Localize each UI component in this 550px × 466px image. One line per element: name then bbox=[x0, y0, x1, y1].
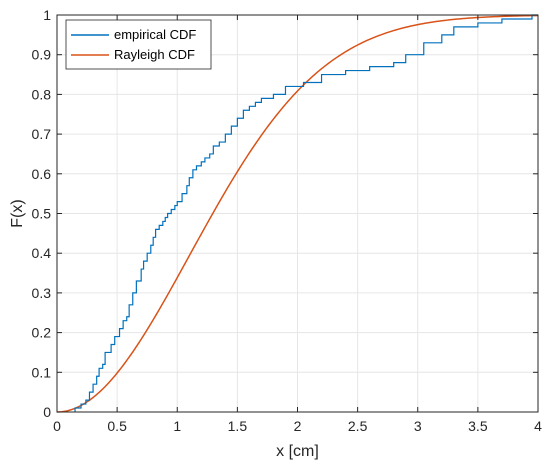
series-empirical-cdf bbox=[74, 14, 538, 412]
x-tick-label: 0 bbox=[53, 418, 61, 434]
y-tick-label: 1 bbox=[43, 7, 51, 23]
x-tick-label: 4 bbox=[534, 418, 542, 434]
x-tick-label: 2.5 bbox=[348, 418, 368, 434]
y-axis-ticks: 0 0.1 0.2 0.3 0.4 0.5 0.6 0.7 0.8 0.9 1 bbox=[32, 7, 538, 420]
x-tick-label: 0.5 bbox=[107, 418, 127, 434]
series-layer bbox=[56, 14, 539, 413]
x-tick-label: 1 bbox=[173, 418, 181, 434]
legend: empirical CDF Rayleigh CDF bbox=[65, 19, 212, 70]
y-tick-label: 0.3 bbox=[32, 285, 52, 301]
legend-label-empirical: empirical CDF bbox=[114, 27, 196, 42]
x-axis-label: x [cm] bbox=[276, 443, 319, 460]
x-tick-label: 1.5 bbox=[228, 418, 248, 434]
y-tick-label: 0.5 bbox=[32, 206, 52, 222]
y-tick-label: 0.8 bbox=[32, 86, 52, 102]
series-rayleigh-cdf bbox=[56, 14, 539, 413]
x-axis-ticks: 0 0.5 1 1.5 2 2.5 3 3.5 4 bbox=[53, 15, 542, 434]
y-tick-label: 0.2 bbox=[32, 325, 52, 341]
y-axis-label: F(x) bbox=[9, 199, 26, 227]
y-tick-label: 0.4 bbox=[32, 245, 52, 261]
y-tick-label: 0.9 bbox=[32, 47, 52, 63]
y-tick-label: 0.1 bbox=[32, 364, 52, 380]
legend-box bbox=[65, 19, 212, 70]
y-tick-label: 0 bbox=[43, 404, 51, 420]
x-tick-label: 2 bbox=[294, 418, 302, 434]
x-tick-label: 3.5 bbox=[468, 418, 488, 434]
y-tick-label: 0.7 bbox=[32, 126, 52, 142]
legend-label-rayleigh: Rayleigh CDF bbox=[114, 47, 195, 62]
x-tick-label: 3 bbox=[414, 418, 422, 434]
y-tick-label: 0.6 bbox=[32, 166, 52, 182]
